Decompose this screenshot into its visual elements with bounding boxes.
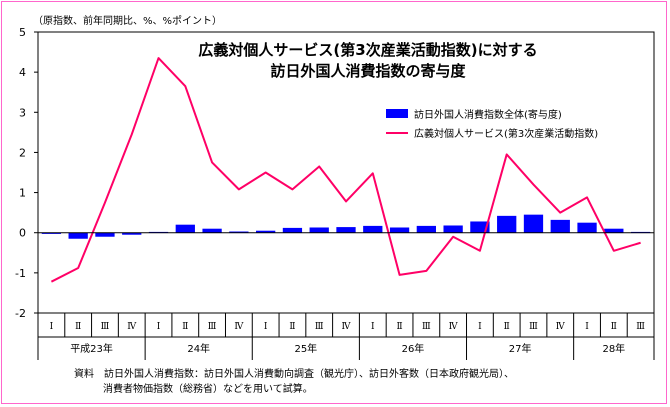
bar bbox=[443, 225, 463, 233]
quarter-label: Ⅱ bbox=[182, 322, 188, 332]
legend-bar-swatch bbox=[386, 109, 408, 118]
quarter-label: Ⅲ bbox=[422, 322, 431, 332]
year-label: 27年 bbox=[509, 342, 532, 355]
y-tick-label: 2 bbox=[19, 146, 26, 159]
quarter-label: Ⅰ bbox=[585, 322, 589, 332]
y-tick-label: -1 bbox=[15, 267, 26, 280]
unit-note: （原指数、前年同期比、%、%ポイント） bbox=[33, 14, 222, 27]
bar bbox=[41, 232, 62, 234]
bar bbox=[256, 230, 276, 233]
quarter-label: Ⅱ bbox=[397, 322, 403, 332]
legend-bar-label: 訪日外国人消費指数全体(寄与度) bbox=[414, 108, 562, 121]
quarter-label: Ⅳ bbox=[342, 322, 352, 332]
quarter-label: Ⅱ bbox=[504, 322, 510, 332]
bar bbox=[389, 227, 410, 233]
line-path bbox=[50, 57, 641, 283]
line-series bbox=[50, 57, 641, 283]
year-label: 26年 bbox=[402, 342, 425, 355]
plot-border bbox=[37, 31, 655, 314]
year-label: 平成23年 bbox=[70, 342, 113, 355]
year-label: 25年 bbox=[294, 342, 317, 355]
chart-title-line-2: 訪日外国人消費指数の寄与度 bbox=[270, 62, 466, 80]
footnote-line-2: 消費者物価指数（総務省）などを用いて試算。 bbox=[103, 382, 313, 395]
quarter-label: Ⅳ bbox=[556, 322, 566, 332]
bar bbox=[282, 227, 303, 233]
y-tick-label: 4 bbox=[19, 66, 26, 79]
y-tick-label: 5 bbox=[19, 26, 26, 39]
y-tick-label: 0 bbox=[19, 227, 26, 240]
quarter-label: Ⅳ bbox=[449, 322, 459, 332]
quarter-label: Ⅱ bbox=[75, 322, 81, 332]
quarter-label: Ⅰ bbox=[478, 322, 482, 332]
bar bbox=[309, 227, 329, 233]
bar bbox=[363, 225, 383, 233]
bar bbox=[95, 232, 115, 237]
footnote-line-1: 資料 訪日外国人消費指数：訪日外国人消費動向調査（観光庁）、訪日外客数（日本政府… bbox=[74, 367, 514, 380]
quarter-label: Ⅰ bbox=[50, 322, 54, 332]
bar bbox=[202, 228, 222, 233]
bar-series bbox=[41, 214, 651, 239]
quarter-label: Ⅲ bbox=[636, 322, 645, 332]
bar bbox=[175, 224, 195, 233]
bar bbox=[68, 232, 88, 239]
quarter-label: Ⅰ bbox=[371, 322, 375, 332]
legend-line-label: 広義対個人サービス(第3次産業活動指数) bbox=[414, 127, 598, 140]
quarter-label: Ⅰ bbox=[264, 322, 268, 332]
quarter-label: Ⅱ bbox=[289, 322, 295, 332]
year-label: 28年 bbox=[602, 342, 625, 355]
bar bbox=[416, 225, 436, 233]
quarter-label: Ⅳ bbox=[234, 322, 244, 332]
bar bbox=[470, 221, 490, 233]
bar bbox=[550, 219, 570, 233]
quarter-label: Ⅱ bbox=[611, 322, 617, 332]
y-tick-label: -2 bbox=[15, 307, 26, 320]
quarter-label: Ⅰ bbox=[157, 322, 161, 332]
quarter-label: Ⅲ bbox=[208, 322, 217, 332]
bar bbox=[229, 231, 249, 233]
axes: 5 4 3 2 1 0 -1 -2 Ⅰ Ⅱ Ⅲ Ⅳ Ⅰ Ⅱ Ⅲ Ⅳ Ⅰ Ⅱ Ⅲ Ⅳ Ⅰ Ⅱ Ⅲ Ⅳ Ⅰ Ⅱ Ⅲ Ⅳ Ⅰ Ⅱ Ⅲ 平成23年 24… bbox=[15, 26, 655, 360]
bar bbox=[577, 222, 597, 233]
plot-area bbox=[37, 31, 655, 314]
bar bbox=[336, 227, 356, 233]
bar bbox=[497, 215, 517, 233]
quarter-label: Ⅲ bbox=[315, 322, 324, 332]
quarter-label: Ⅳ bbox=[127, 322, 137, 332]
quarter-label: Ⅲ bbox=[529, 322, 538, 332]
quarter-label: Ⅲ bbox=[101, 322, 110, 332]
legend: 訪日外国人消費指数全体(寄与度) 広義対個人サービス(第3次産業活動指数) bbox=[386, 108, 598, 140]
bar bbox=[122, 232, 142, 235]
bar bbox=[523, 214, 544, 233]
chart-title-line-1: 広義対個人サービス(第3次産業活動指数)に対する bbox=[198, 41, 537, 59]
y-tick-label: 1 bbox=[19, 187, 26, 200]
y-tick-label: 3 bbox=[19, 106, 26, 119]
bar bbox=[604, 228, 624, 233]
year-label: 24年 bbox=[187, 342, 210, 355]
